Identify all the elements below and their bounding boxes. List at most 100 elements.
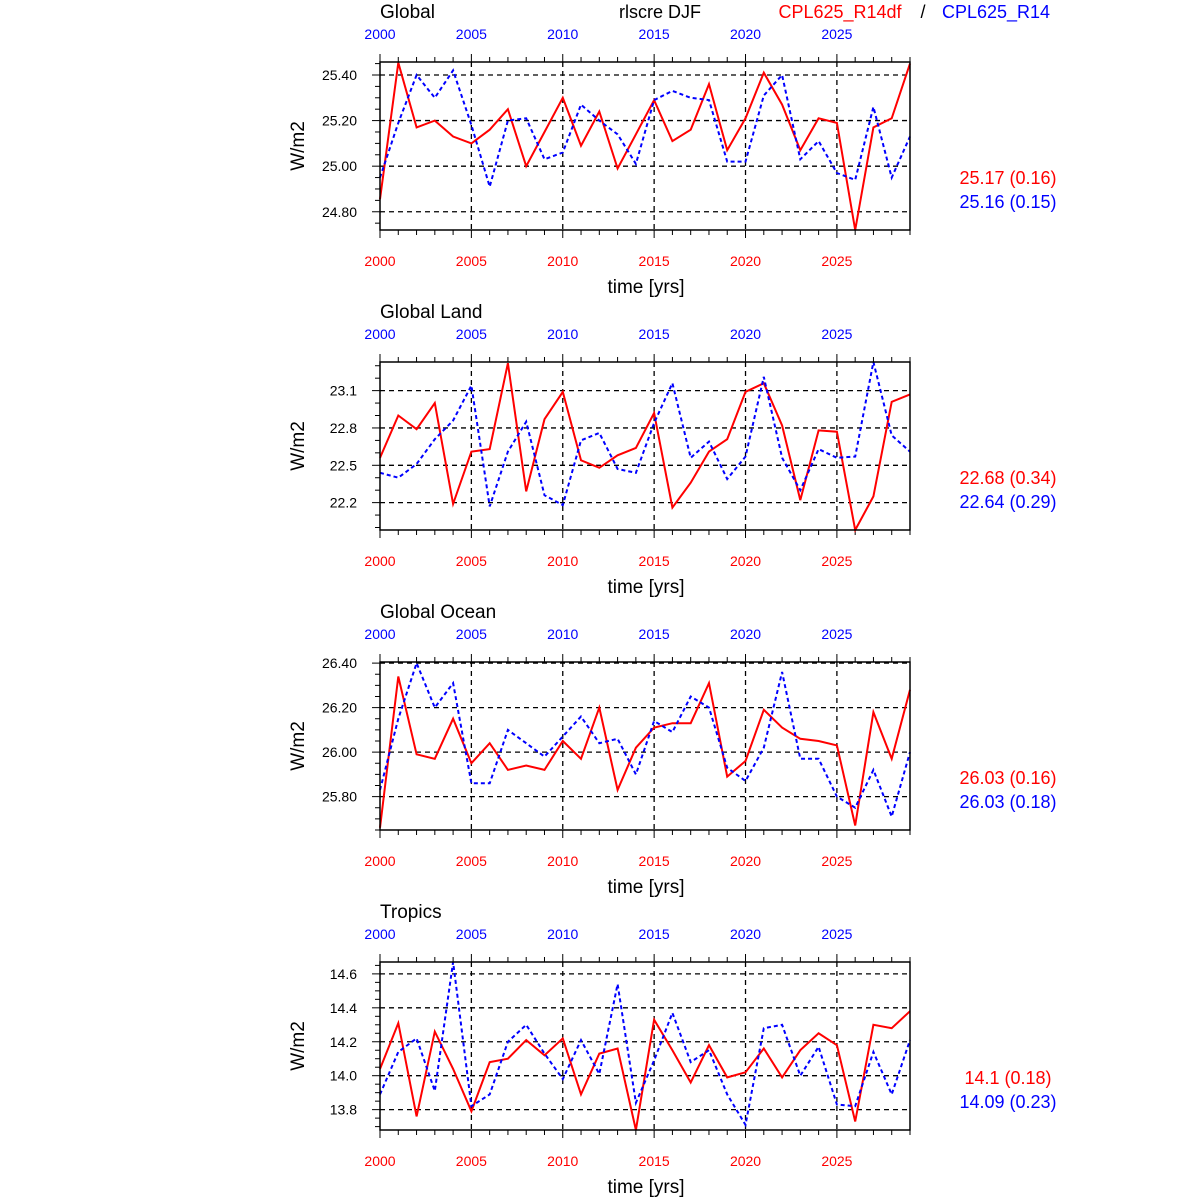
stat-case2: 22.64 (0.29) bbox=[959, 492, 1056, 512]
series-line-case1 bbox=[379, 1010, 911, 1131]
y-tick-label: 26.00 bbox=[322, 744, 357, 760]
x-tick-label-top: 2020 bbox=[730, 626, 761, 642]
x-tick-label-top: 2005 bbox=[456, 926, 487, 942]
series-line-case1 bbox=[379, 62, 911, 231]
series-line-case2 bbox=[379, 68, 911, 191]
x-tick-label-bottom: 2005 bbox=[456, 1153, 487, 1169]
variable-title: rlscre DJF bbox=[619, 2, 701, 22]
x-tick-label-bottom: 2020 bbox=[730, 553, 761, 569]
series-line-case2 bbox=[379, 361, 911, 507]
x-tick-label-top: 2025 bbox=[821, 626, 852, 642]
x-tick-label-bottom: 2015 bbox=[639, 853, 670, 869]
x-tick-label-bottom: 2020 bbox=[730, 853, 761, 869]
x-tick-label-top: 2025 bbox=[821, 926, 852, 942]
x-tick-label-top: 2015 bbox=[639, 326, 670, 342]
x-tick-label-bottom: 2015 bbox=[639, 253, 670, 269]
y-tick-label: 24.80 bbox=[322, 204, 357, 220]
x-tick-label-top: 2000 bbox=[364, 926, 395, 942]
x-tick-label-bottom: 2010 bbox=[547, 853, 578, 869]
y-tick-label: 25.00 bbox=[322, 158, 357, 174]
stat-case1: 26.03 (0.16) bbox=[959, 768, 1056, 788]
x-tick-label-top: 2005 bbox=[456, 26, 487, 42]
y-tick-label: 23.1 bbox=[330, 383, 357, 399]
x-tick-label-bottom: 2010 bbox=[547, 553, 578, 569]
x-tick-label-bottom: 2025 bbox=[821, 553, 852, 569]
y-tick-label: 25.20 bbox=[322, 113, 357, 129]
x-tick-label-bottom: 2015 bbox=[639, 1153, 670, 1169]
stat-case2: 25.16 (0.15) bbox=[959, 192, 1056, 212]
x-tick-label-bottom: 2025 bbox=[821, 253, 852, 269]
x-axis-label: time [yrs] bbox=[607, 277, 684, 298]
stat-case2: 26.03 (0.18) bbox=[959, 792, 1056, 812]
y-axis-label: W/m2 bbox=[288, 421, 309, 471]
x-tick-label-bottom: 2005 bbox=[456, 853, 487, 869]
x-tick-label-top: 2025 bbox=[821, 26, 852, 42]
x-axis-label: time [yrs] bbox=[607, 1177, 684, 1198]
panel-2: Global Ocean 25.80 26.00 26.20 26.40 2000 2000… bbox=[288, 602, 1057, 898]
x-tick-label-bottom: 2020 bbox=[730, 1153, 761, 1169]
y-axis-label: W/m2 bbox=[288, 121, 309, 171]
x-tick-label-top: 2015 bbox=[639, 926, 670, 942]
x-tick-label-top: 2020 bbox=[730, 926, 761, 942]
x-tick-label-top: 2005 bbox=[456, 626, 487, 642]
x-tick-label-top: 2010 bbox=[547, 326, 578, 342]
y-tick-label: 13.8 bbox=[330, 1102, 357, 1118]
x-tick-label-top: 2005 bbox=[456, 326, 487, 342]
stat-case1: 22.68 (0.34) bbox=[959, 468, 1056, 488]
x-tick-label-top: 2025 bbox=[821, 326, 852, 342]
series-line-case2 bbox=[379, 961, 911, 1128]
legend-case2: CPL625_R14 bbox=[942, 2, 1050, 23]
stat-case1: 25.17 (0.16) bbox=[959, 168, 1056, 188]
panel-title: Tropics bbox=[380, 902, 442, 923]
y-tick-label: 26.20 bbox=[322, 700, 357, 716]
x-tick-label-bottom: 2000 bbox=[364, 1153, 395, 1169]
x-tick-label-bottom: 2000 bbox=[364, 253, 395, 269]
y-tick-label: 22.2 bbox=[330, 495, 357, 511]
y-tick-label: 25.80 bbox=[322, 789, 357, 805]
x-tick-label-top: 2015 bbox=[639, 626, 670, 642]
plot-frame bbox=[379, 61, 911, 231]
plot-frame bbox=[379, 961, 911, 1131]
x-tick-label-bottom: 2015 bbox=[639, 553, 670, 569]
x-tick-label-top: 2000 bbox=[364, 626, 395, 642]
x-tick-label-bottom: 2010 bbox=[547, 1153, 578, 1169]
panel-title: Global Land bbox=[380, 302, 482, 323]
x-tick-label-top: 2010 bbox=[547, 26, 578, 42]
x-axis-label: time [yrs] bbox=[607, 577, 684, 598]
panel-3: Tropics 13.8 14.0 14.2 14.4 14.6 2000 2000 2005 2… bbox=[288, 902, 1057, 1198]
panel-0: Global 24.80 25.00 25.20 25.40 2000 2000 2005 20… bbox=[288, 2, 1057, 298]
y-tick-label: 22.5 bbox=[330, 457, 357, 473]
panel-1: Global Land 22.2 22.5 22.8 23.1 2000 2000 2005 2… bbox=[288, 302, 1057, 598]
x-tick-label-bottom: 2000 bbox=[364, 853, 395, 869]
stat-case2: 14.09 (0.23) bbox=[959, 1092, 1056, 1112]
y-axis-label: W/m2 bbox=[288, 1021, 309, 1071]
panel-title: Global Ocean bbox=[380, 602, 496, 623]
y-tick-label: 25.40 bbox=[322, 67, 357, 83]
legend-case1: CPL625_R14df bbox=[778, 2, 902, 23]
x-tick-label-top: 2000 bbox=[364, 326, 395, 342]
y-tick-label: 14.2 bbox=[330, 1034, 357, 1050]
y-tick-label: 14.4 bbox=[330, 1000, 357, 1016]
x-tick-label-top: 2000 bbox=[364, 26, 395, 42]
x-tick-label-top: 2010 bbox=[547, 926, 578, 942]
panel-title: Global bbox=[380, 2, 435, 23]
series-line-case1 bbox=[379, 362, 911, 533]
x-tick-label-top: 2020 bbox=[730, 26, 761, 42]
x-tick-label-bottom: 2025 bbox=[821, 853, 852, 869]
figure-header: rlscre DJF CPL625_R14df / CPL625_R14 bbox=[619, 2, 1050, 23]
y-tick-label: 14.0 bbox=[330, 1068, 357, 1084]
series-line-case2 bbox=[379, 660, 911, 820]
x-tick-label-bottom: 2010 bbox=[547, 253, 578, 269]
x-tick-label-top: 2015 bbox=[639, 26, 670, 42]
x-tick-label-bottom: 2005 bbox=[456, 253, 487, 269]
x-axis-label: time [yrs] bbox=[607, 877, 684, 898]
y-tick-label: 26.40 bbox=[322, 655, 357, 671]
x-tick-label-bottom: 2000 bbox=[364, 553, 395, 569]
y-tick-label: 14.6 bbox=[330, 966, 357, 982]
series-line-case1 bbox=[379, 676, 911, 828]
x-tick-label-bottom: 2005 bbox=[456, 553, 487, 569]
y-tick-label: 22.8 bbox=[330, 420, 357, 436]
x-tick-label-top: 2010 bbox=[547, 626, 578, 642]
stat-case1: 14.1 (0.18) bbox=[964, 1068, 1051, 1088]
